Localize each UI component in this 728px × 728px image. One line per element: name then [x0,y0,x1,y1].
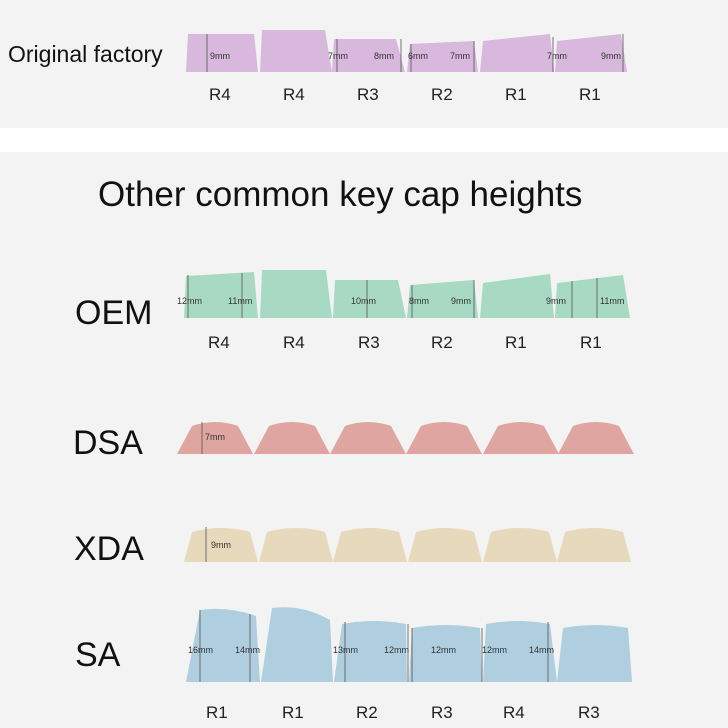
factory-row-2: R4 [283,85,305,104]
factory-key-1 [186,34,258,72]
oem-height-1: 12mm [177,296,202,306]
factory-row-6: R1 [579,85,601,104]
sa-height-4: 12mm [384,645,409,655]
sa-key-3 [334,621,407,682]
sa-row-5: R4 [503,703,525,722]
dsa-key-6 [558,422,634,454]
oem-row-4: R2 [431,333,453,352]
sa-height-1: 16mm [188,645,213,655]
sa-key-6 [557,625,632,682]
dsa-label: DSA [73,424,143,462]
oem-height-3: 10mm [351,296,376,306]
factory-row-4: R2 [431,85,453,104]
sa-row-4: R3 [431,703,453,722]
oem-height-4: 8mm [409,296,429,306]
factory-row-3: R3 [357,85,379,104]
factory-label: Original factory [8,41,163,67]
sa-key-1 [186,608,260,682]
factory-key-3 [332,39,405,72]
sa-row-2: R1 [282,703,304,722]
sa-row-3: R2 [356,703,378,722]
oem-key-6 [555,275,630,318]
factory-height-3: 8mm [374,51,394,61]
dsa-keys: 7mm [177,422,634,454]
xda-key-3 [333,528,407,562]
oem-height-7: 11mm [600,296,624,306]
sa-keys: 16mm 14mm 13mm 12mm 12mm 12mm 14mm [186,607,632,682]
sa-label: SA [75,636,121,674]
xda-key-6 [557,528,631,562]
oem-keys: 12mm 11mm 10mm 8mm 9mm 9mm 11mm [177,270,630,318]
factory-height-2: 7mm [328,51,348,61]
dsa-key-5 [483,422,559,454]
oem-height-5: 9mm [451,296,471,306]
factory-row-labels: R4 R4 R3 R2 R1 R1 [209,85,601,104]
sa-key-5 [483,621,557,682]
oem-key-4 [407,280,478,318]
sa-key-2 [261,607,333,682]
factory-height-7: 9mm [601,51,621,61]
factory-height-4: 6mm [408,51,428,61]
panel-divider [0,128,728,152]
oem-row-1: R4 [208,333,230,352]
oem-row-labels: R4 R4 R3 R2 R1 R1 [208,333,602,352]
sa-height-6: 12mm [482,645,507,655]
oem-key-2 [260,270,332,318]
factory-height-1: 9mm [210,51,230,61]
factory-key-5 [480,34,554,72]
dsa-key-4 [406,422,482,454]
oem-row-2: R4 [283,333,305,352]
sa-height-2: 14mm [235,645,260,655]
oem-key-1 [184,272,258,318]
oem-label: OEM [75,294,152,332]
dsa-key-3 [330,422,406,454]
factory-height-6: 7mm [547,51,567,61]
sa-height-5: 12mm [431,645,456,655]
xda-key-4 [408,528,482,562]
oem-row-5: R1 [505,333,527,352]
xda-key-1 [184,528,258,562]
factory-key-2 [260,30,332,72]
factory-height-5: 7mm [450,51,470,61]
sa-row-1: R1 [206,703,228,722]
xda-key-2 [259,528,333,562]
xda-key-5 [483,528,557,562]
oem-row-3: R3 [358,333,380,352]
dsa-key-1 [177,422,253,454]
xda-label: XDA [74,530,144,568]
sa-height-7: 14mm [529,645,554,655]
xda-height-1: 9mm [211,540,231,550]
factory-keys: 9mm 7mm 8mm 6mm 7mm 7mm 9mm [186,30,627,72]
oem-height-6: 9mm [546,296,566,306]
sa-row-6: R3 [578,703,600,722]
dsa-key-2 [254,422,330,454]
factory-key-6 [555,34,627,72]
oem-row-6: R1 [580,333,602,352]
diagram-title: Other common key cap heights [98,175,582,214]
sa-key-4 [409,625,482,682]
sa-height-3: 13mm [333,645,358,655]
oem-key-5 [480,274,554,318]
factory-key-4 [407,41,478,72]
sa-row-labels: R1 R1 R2 R3 R4 R3 [206,703,600,722]
xda-keys: 9mm [184,527,631,562]
dsa-height-1: 7mm [205,432,225,442]
oem-key-3 [333,280,406,318]
factory-row-1: R4 [209,85,231,104]
factory-row-5: R1 [505,85,527,104]
oem-height-2: 11mm [228,296,252,306]
